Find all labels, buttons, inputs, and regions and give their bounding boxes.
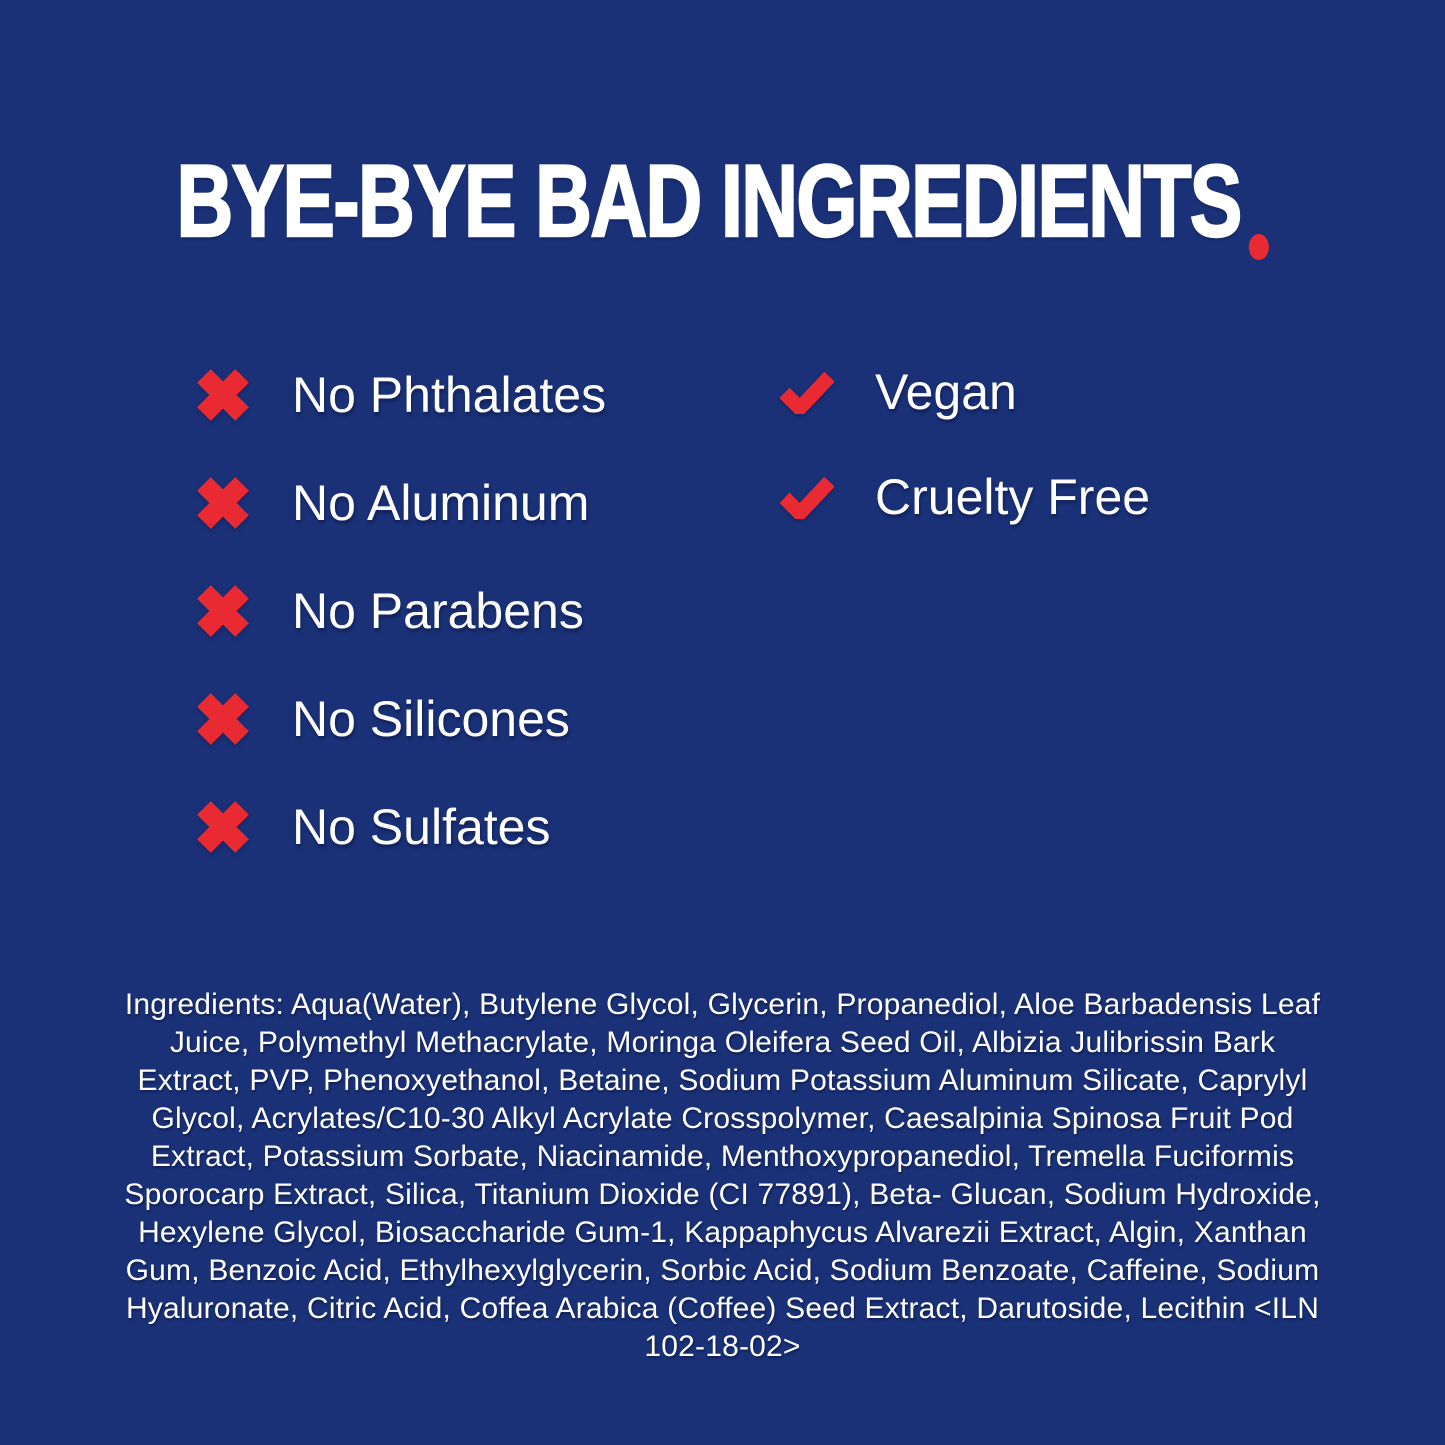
list-item-label: No Phthalates (292, 367, 607, 423)
list-item-label: No Parabens (292, 583, 584, 639)
good-attributes-list: Vegan Cruelty Free (780, 364, 1150, 574)
list-item: Vegan (780, 364, 1150, 420)
page-title-period-dot: . (1248, 234, 1269, 260)
bad-ingredients-list: No Phthalates No Aluminum No Parabens No… (197, 367, 606, 907)
x-mark-icon (197, 477, 249, 529)
x-mark-icon (197, 369, 249, 421)
list-item-label: No Sulfates (292, 799, 551, 855)
page-title: BYE-BYE BAD INGREDIENTS. (166, 149, 1279, 262)
page-title-text: BYE-BYE BAD INGREDIENTS (176, 144, 1244, 258)
list-item: No Phthalates (197, 367, 606, 423)
list-item-label: Cruelty Free (875, 469, 1151, 525)
x-mark-icon (197, 585, 249, 637)
list-item-label: Vegan (875, 364, 1017, 420)
list-item: No Aluminum (197, 475, 606, 531)
list-item-label: No Aluminum (292, 475, 590, 531)
list-item: No Parabens (197, 583, 606, 639)
ingredients-paragraph: Ingredients: Aqua(Water), Butylene Glyco… (124, 988, 1321, 1363)
x-mark-icon (197, 801, 249, 853)
list-item-label: No Silicones (292, 691, 570, 747)
checkmark-icon (780, 370, 834, 414)
x-mark-icon (197, 693, 249, 745)
list-item: No Silicones (197, 691, 606, 747)
checkmark-icon (780, 475, 834, 519)
list-item: No Sulfates (197, 799, 606, 855)
list-item: Cruelty Free (780, 469, 1150, 525)
